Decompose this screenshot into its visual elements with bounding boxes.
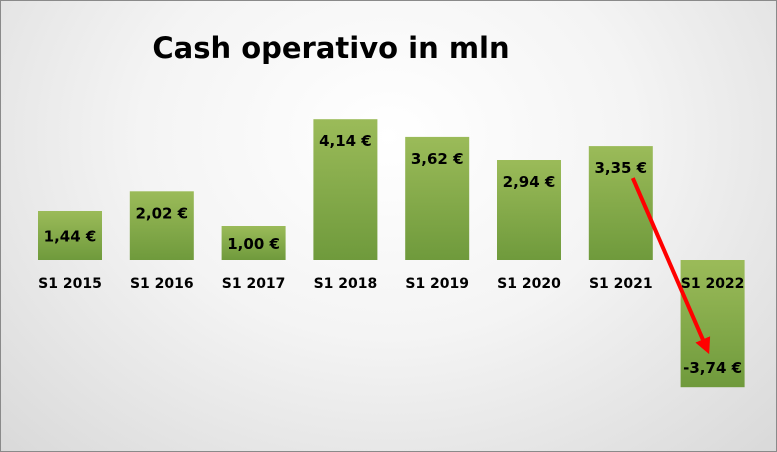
bar-s1-2015 — [38, 211, 102, 260]
category-label-s1-2017: S1 2017 — [222, 276, 286, 292]
bar-s1-2016 — [129, 191, 194, 260]
bar-s1-2018 — [313, 119, 378, 260]
category-label-s1-2022: S1 2022 — [681, 276, 745, 292]
value-label-s1-2018: 4,14 € — [319, 132, 372, 150]
value-label-s1-2022: -3,74 € — [683, 359, 742, 377]
category-label-s1-2018: S1 2018 — [314, 276, 378, 292]
value-label-s1-2016: 2,02 € — [135, 204, 188, 222]
category-label-s1-2021: S1 2021 — [589, 276, 653, 292]
category-label-s1-2015: S1 2015 — [38, 276, 102, 292]
trend-arrow — [630, 177, 711, 355]
bar-s1-2019 — [405, 136, 470, 260]
value-label-s1-2021: 3,35 € — [594, 159, 647, 177]
value-label-s1-2020: 2,94 € — [503, 173, 556, 191]
bar-s1-2022 — [680, 260, 745, 388]
value-label-s1-2015: 1,44 € — [44, 228, 97, 246]
value-label-s1-2019: 3,62 € — [411, 150, 464, 168]
labels-layer: 1,44 € S1 2015 2,02 € S1 2016 1,00 € S1 2017 4… — [38, 132, 744, 377]
annotation-layer — [630, 177, 711, 355]
category-label-s1-2016: S1 2016 — [130, 276, 194, 292]
bar-s1-2017 — [221, 226, 286, 260]
chart-title: Cash operativo in mln — [152, 31, 510, 65]
category-label-s1-2020: S1 2020 — [497, 276, 561, 292]
bar-s1-2020 — [497, 160, 561, 260]
value-label-s1-2017: 1,00 € — [227, 235, 280, 253]
bars-layer — [38, 119, 745, 388]
category-label-s1-2019: S1 2019 — [405, 276, 469, 292]
